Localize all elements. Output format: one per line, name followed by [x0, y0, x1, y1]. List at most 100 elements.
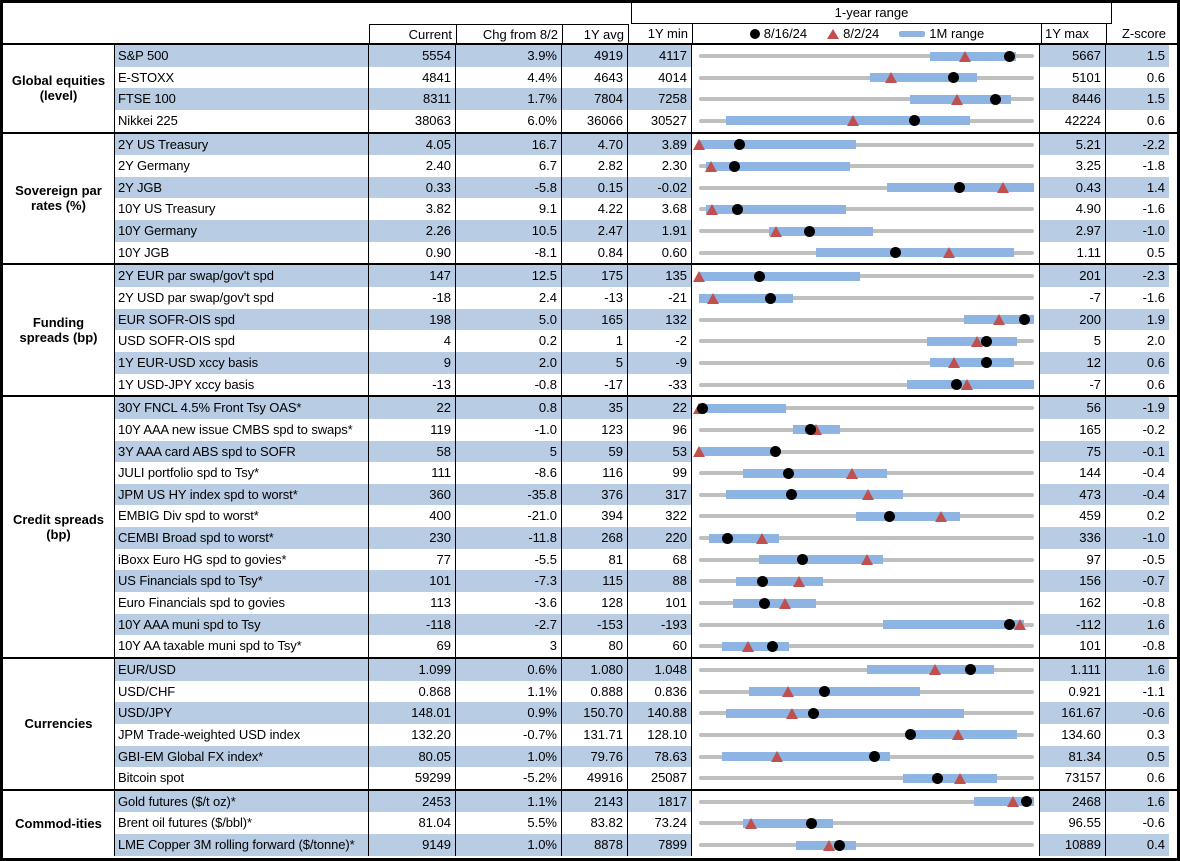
- header-left-spacer: [3, 24, 369, 43]
- range-track: [699, 799, 1034, 804]
- chg-value: 0.6%: [455, 658, 561, 681]
- prior-triangle-marker: [755, 532, 768, 544]
- current-value: 81.04: [368, 812, 455, 835]
- row-label: GBI-EM Global FX index*: [115, 745, 368, 768]
- max-value: -112: [1040, 613, 1105, 636]
- row-label: 10Y US Treasury: [118, 201, 216, 217]
- table-row: 2Y JGB 0.33 -5.8 0.15 -0.02 0.43 1.4: [115, 176, 1177, 199]
- chg-value: 1.0%: [455, 745, 561, 768]
- current-dot-marker: [696, 402, 708, 414]
- row-label: USD/CHF: [118, 683, 176, 699]
- zscore-value: -0.6: [1105, 812, 1169, 835]
- one-month-range-bar: [816, 248, 1014, 258]
- current-dot-marker: [808, 707, 820, 719]
- category-cell: Funding spreads (bp): [3, 265, 115, 396]
- range-chart: [691, 527, 1040, 549]
- table-row: USD SOFR-OIS spd 4 0.2 1 -2 5 2.0: [115, 330, 1177, 352]
- range-track: [699, 54, 1034, 58]
- table-row: GBI-EM Global FX index* 80.05 1.0% 79.76…: [115, 745, 1177, 768]
- chg-value: 3: [455, 635, 561, 657]
- range-chart: [691, 812, 1040, 835]
- max-value: 73157: [1064, 770, 1101, 786]
- zscore-value: 0.6: [1105, 351, 1169, 374]
- range-chart: [691, 723, 1040, 746]
- zscore-value: 0.6: [1105, 66, 1169, 89]
- avg-value: -17: [561, 373, 627, 396]
- min-value: 99: [627, 462, 691, 484]
- avg-value: 394: [561, 505, 627, 528]
- chg-value: 9.1: [455, 198, 561, 221]
- zscore-value: -0.7: [1105, 570, 1169, 593]
- avg-value: 8878: [561, 834, 627, 856]
- row-label: 10Y Germany: [115, 220, 368, 242]
- current-value: 147: [368, 265, 455, 288]
- prior-triangle-marker: [952, 729, 965, 741]
- zscore-value: -0.8: [1105, 635, 1169, 657]
- current-dot-marker: [734, 139, 746, 151]
- chg-value: -2.7: [455, 613, 561, 636]
- avg-value: 123: [561, 418, 627, 441]
- avg-value: 131.71: [561, 723, 627, 746]
- range-track: [699, 164, 1034, 169]
- range-track: [699, 406, 1034, 411]
- min-value: 22: [627, 397, 691, 419]
- chg-value: -5.2%: [455, 767, 561, 789]
- dot-legend-icon: [749, 28, 760, 39]
- min-value: 73.24: [627, 812, 691, 835]
- table-row: 2Y Germany 2.40 6.7 2.82 2.30 3.25 -1.8: [115, 155, 1177, 177]
- max-value: 336: [1040, 527, 1105, 549]
- range-track: [699, 382, 1034, 387]
- range-chart: [691, 265, 1040, 288]
- table-row: Bitcoin spot 59299 -5.2% 49916 25087 731…: [115, 767, 1177, 789]
- table-row: 10Y JGB 0.90 -8.1 0.84 0.60 1.11 0.5: [115, 241, 1177, 264]
- row-label: 10Y AAA new issue CMBS spd to swaps*: [118, 421, 353, 437]
- current-value: 111: [368, 462, 455, 484]
- row-label: USD/JPY: [115, 702, 368, 724]
- avg-value: 0.84: [561, 241, 627, 264]
- range-chart: [691, 241, 1040, 264]
- max-value: 1.11: [1076, 244, 1101, 260]
- row-label: CEMBI Broad spd to worst*: [115, 527, 368, 549]
- max-value: 56: [1040, 397, 1105, 419]
- chg-value: 6.7: [455, 155, 561, 177]
- one-month-range-bar: [869, 73, 978, 83]
- table-row: EUR SOFR-OIS spd 198 5.0 165 132 200 1.9: [115, 308, 1177, 331]
- current-value: 58: [368, 440, 455, 463]
- column-header-current: Current: [369, 24, 456, 43]
- prior-triangle-marker: [822, 839, 835, 851]
- current-value: 9149: [368, 834, 455, 856]
- row-label: JPM US HY index spd to worst*: [115, 483, 368, 506]
- min-value: 322: [627, 505, 691, 528]
- row-label: EMBIG Div spd to worst*: [118, 508, 259, 524]
- chg-value: 5: [455, 440, 561, 463]
- current-dot-marker: [765, 292, 777, 304]
- min-value: 7258: [627, 88, 691, 110]
- current-dot-marker: [782, 467, 794, 479]
- table-row: USD/JPY 148.01 0.9% 150.70 140.88 161.67…: [115, 702, 1177, 724]
- one-month-range-bar: [930, 358, 1014, 368]
- max-value: 134.60: [1061, 726, 1101, 742]
- max-value: 5667: [1040, 45, 1105, 67]
- chg-value: 0.2: [455, 330, 561, 352]
- prior-triangle-marker: [770, 225, 783, 237]
- avg-value: -153: [561, 613, 627, 636]
- min-value: 101: [627, 592, 691, 614]
- current-value: 4.05: [368, 133, 455, 156]
- row-label: Bitcoin spot: [118, 770, 185, 786]
- range-track: [699, 776, 1034, 781]
- row-label: Gold futures ($/t oz)*: [115, 790, 368, 813]
- current-dot-marker: [759, 597, 771, 609]
- range-track: [699, 185, 1034, 190]
- one-month-range-bar: [742, 818, 833, 828]
- min-value: 3.68: [627, 198, 691, 221]
- max-value: 165: [1079, 421, 1101, 437]
- table-row: JPM US HY index spd to worst* 360 -35.8 …: [115, 483, 1177, 506]
- chg-value: 0.9%: [455, 702, 561, 724]
- zscore-value: 1.5: [1105, 45, 1169, 67]
- chg-value: 5.0: [455, 308, 561, 331]
- current-value: -13: [368, 373, 455, 396]
- prior-triangle-marker: [958, 50, 971, 62]
- zscore-value: 1.9: [1105, 308, 1169, 331]
- current-value: 9: [368, 351, 455, 374]
- section-rows: S&P 500 5554 3.9% 4919 4117 5667 1.5 E-S…: [115, 45, 1177, 132]
